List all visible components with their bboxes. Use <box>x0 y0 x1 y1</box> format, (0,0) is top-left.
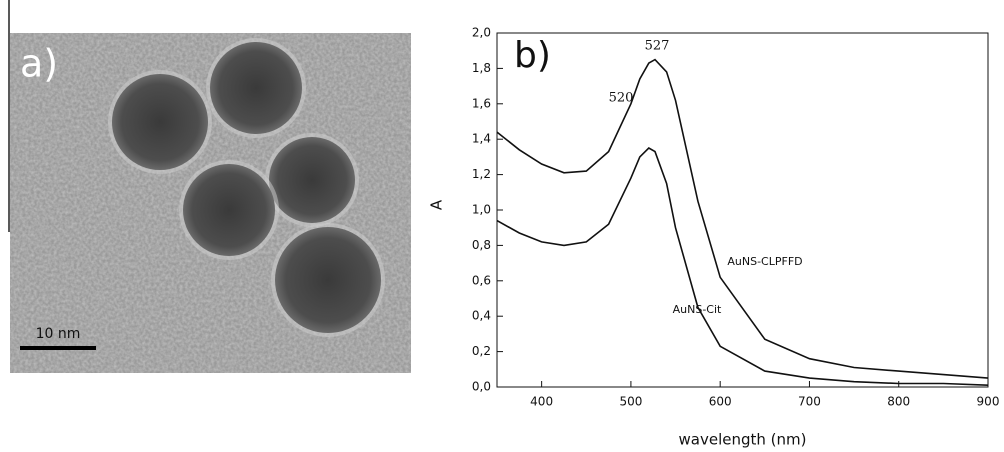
chart: 0,0 0,2 0,4 0,6 0,8 1,0 1,2 1,4 1,6 1,8 2,0 400 500 6… <box>428 26 1000 449</box>
y-tick-label: 1,6 <box>472 96 491 110</box>
y-tick-label: 1,0 <box>472 203 491 217</box>
y-tick-label: 1,8 <box>472 61 491 75</box>
y-tick-label: 0,8 <box>472 238 491 252</box>
plot-frame <box>496 32 989 388</box>
particle <box>112 74 208 170</box>
x-tick-label: 900 <box>977 395 1000 409</box>
x-tick-label: 600 <box>709 395 732 409</box>
x-tick-label: 800 <box>887 395 910 409</box>
series-line <box>496 147 989 386</box>
particle <box>210 42 302 134</box>
peak-annotation: 520 <box>609 91 634 106</box>
x-axis-label: wavelength (nm) <box>679 431 807 449</box>
x-tick-label: 500 <box>619 395 642 409</box>
series-label: AuNS-CLPFFD <box>727 255 802 268</box>
y-tick-label: 0,0 <box>472 380 491 394</box>
y-tick-label: 0,4 <box>472 309 491 323</box>
peak-annotation: 527 <box>645 39 670 54</box>
scale-bar-label: 10 nm <box>36 326 81 342</box>
y-tick-label: 1,4 <box>472 132 491 146</box>
series-line <box>496 58 989 379</box>
y-axis-label: A <box>428 199 446 210</box>
panel-label: a) <box>20 42 58 86</box>
particle <box>275 227 381 333</box>
x-tick-label: 700 <box>798 395 821 409</box>
y-tick-label: 1,2 <box>472 167 491 181</box>
y-tick-label: 0,6 <box>472 273 491 287</box>
tem-image: a) 10 nm <box>8 0 411 373</box>
particle <box>269 137 355 223</box>
y-tick-label: 2,0 <box>472 26 491 40</box>
x-tick-label: 400 <box>530 395 553 409</box>
y-tick-label: 0,2 <box>472 344 491 358</box>
particle <box>183 164 275 256</box>
panel-label: b) <box>514 35 551 76</box>
series-label: AuNS-Cit <box>673 303 722 316</box>
